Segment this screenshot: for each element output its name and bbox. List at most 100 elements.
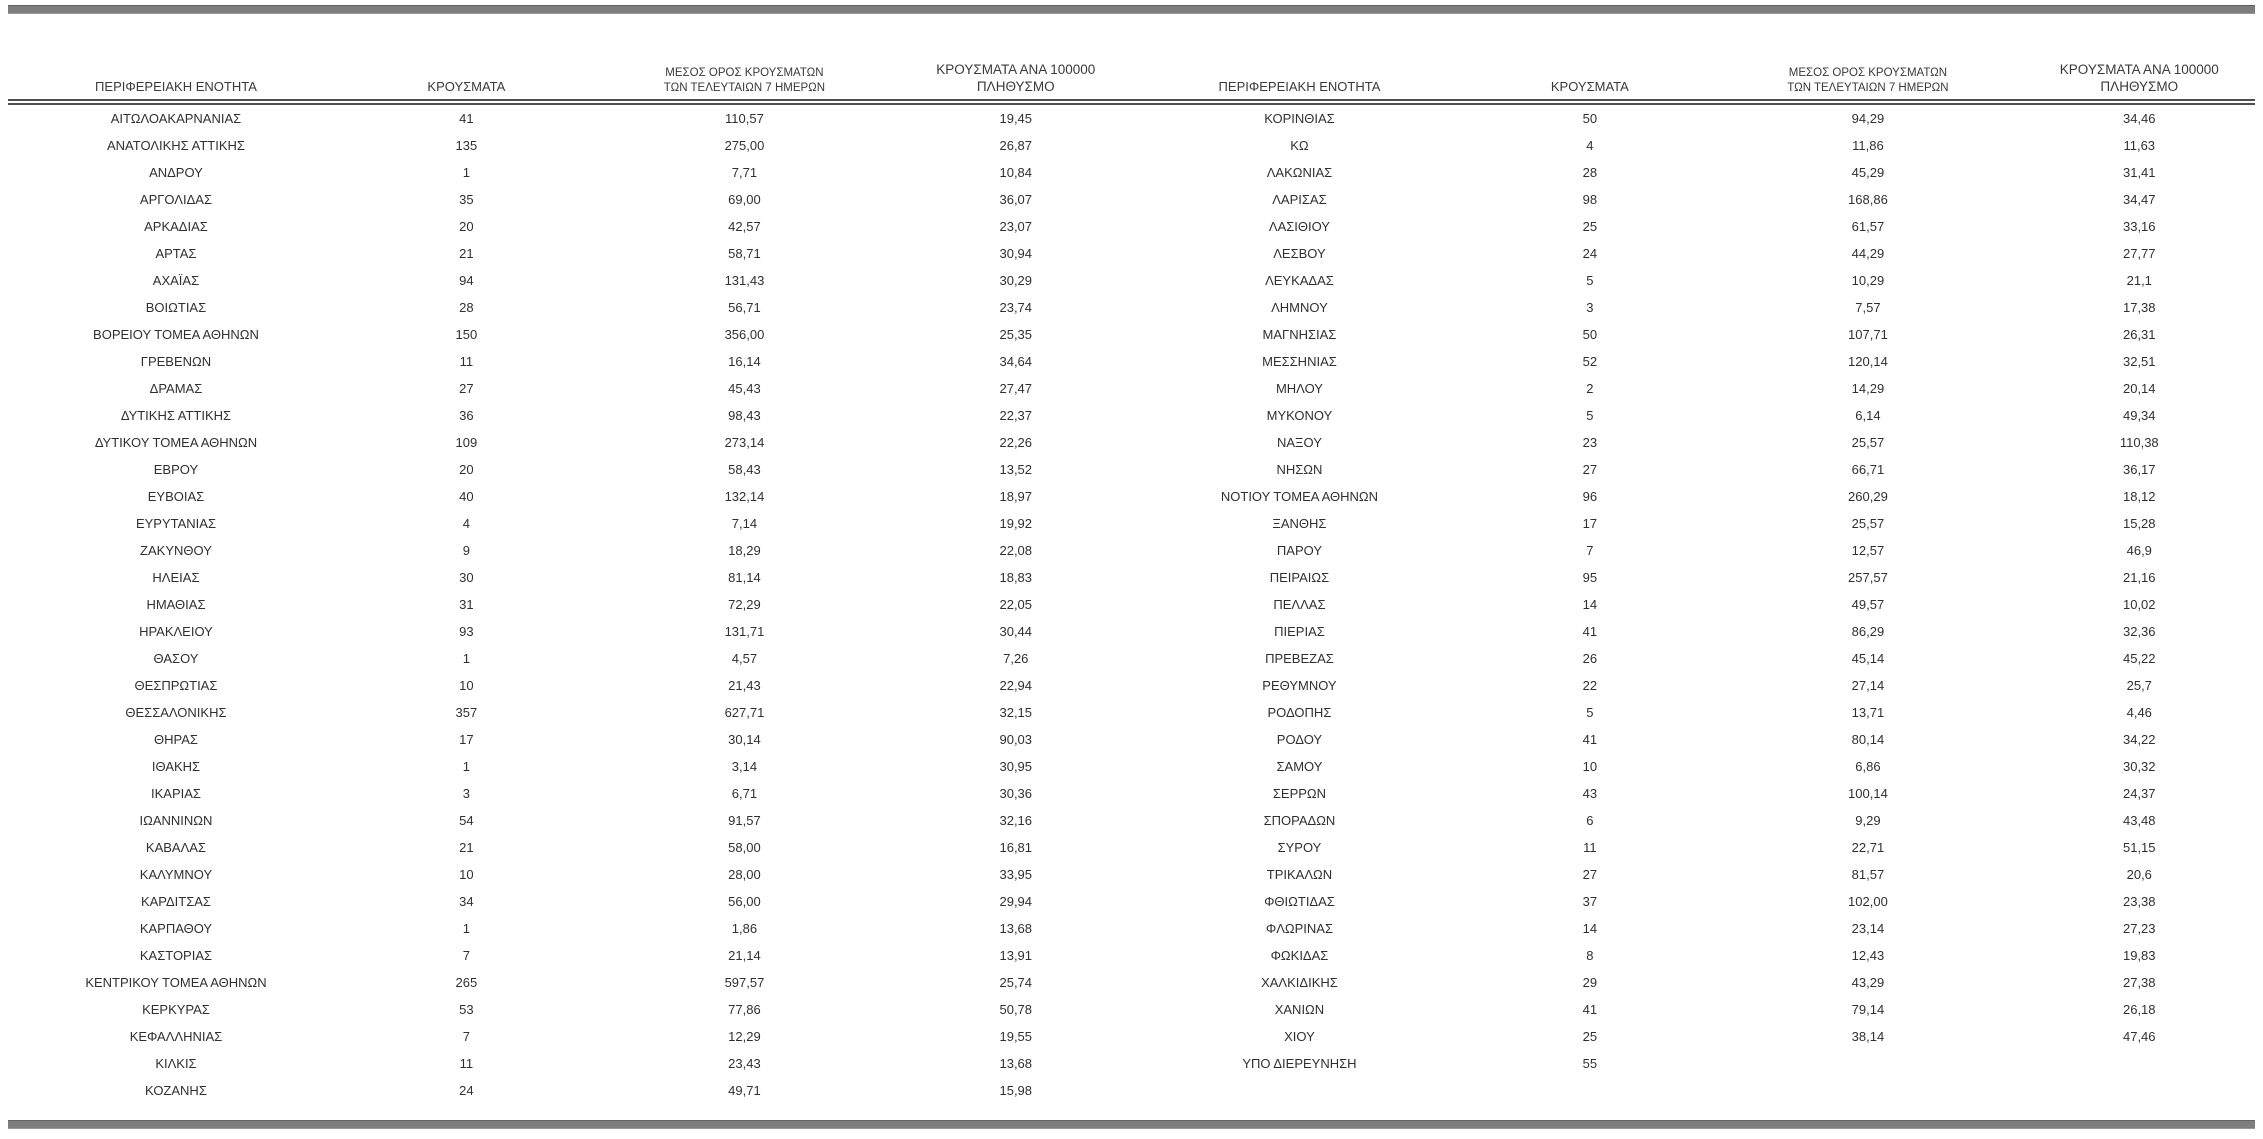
per-100k-right-cell: 51,15: [2122, 840, 2156, 855]
region-name-right-cell: ΠΡΕΒΕΖΑΣ: [1265, 651, 1334, 666]
table-row: ΘΕΣΣΑΛΟΝΙΚΗΣ 357 627,71 32,15 ΡΟΔΟΠΗΣ 5 …: [8, 699, 2255, 726]
header-cases-left: ΚΡΟΥΣΜΑΤΑ: [343, 14, 589, 105]
per-100k-left-cell: 13,91: [999, 948, 1033, 963]
per-100k-right-cell: 17,38: [2122, 300, 2156, 315]
cases-left-cell: 1: [462, 165, 470, 180]
region-name-right-cell: ΛΑΣΙΘΙΟΥ: [1268, 219, 1330, 234]
avg-7day-left-cell: 131,71: [724, 624, 765, 639]
header-label-line2: ΠΛΗΘΥΣΜΟ: [2100, 79, 2179, 95]
per-100k-left-cell: 13,68: [999, 921, 1033, 936]
per-100k-right-cell: 20,6: [2126, 867, 2152, 882]
header-7day-average-left: ΜΕΣΟΣ ΟΡΟΣ ΚΡΟΥΣΜΑΤΩΝ ΤΩΝ ΤΕΛΕΥΤΑΙΩΝ 7 Η…: [588, 14, 901, 105]
avg-7day-left-cell: 6,71: [731, 786, 758, 801]
table-row: ΑΝΔΡΟΥ 1 7,71 10,84 ΛΑΚΩΝΙΑΣ 28 45,29 31…: [8, 159, 2255, 186]
header-per-100k-right: ΚΡΟΥΣΜΑΤΑ ΑΝΑ 100000 ΠΛΗΘΥΣΜΟ: [2023, 14, 2255, 105]
cases-left-cell: 53: [459, 1002, 474, 1017]
cases-right-cell: 3: [1586, 300, 1594, 315]
avg-7day-left-cell: 58,71: [728, 246, 761, 261]
region-name-left-cell: ΚΕΦΑΛΛΗΝΙΑΣ: [129, 1029, 223, 1044]
region-name-right-cell: ΜΥΚΟΝΟΥ: [1266, 408, 1333, 423]
cases-left-cell: 20: [459, 219, 474, 234]
region-name-right-cell: ΚΟΡΙΝΘΙΑΣ: [1264, 111, 1335, 126]
region-name-left-cell: ΕΥΒΟΙΑΣ: [147, 489, 205, 504]
per-100k-right-cell: 34,47: [2122, 192, 2156, 207]
cases-right-cell: 22: [1582, 678, 1598, 693]
avg-7day-left-cell: 21,14: [728, 948, 761, 963]
per-100k-left-cell: 13,52: [999, 462, 1033, 477]
per-100k-left-cell: 36,07: [999, 192, 1033, 207]
avg-7day-right-cell: 45,29: [1851, 165, 1885, 180]
cases-left-cell: 21: [459, 840, 474, 855]
table-row: ΘΕΣΠΡΩΤΙΑΣ 10 21,43 22,94 ΡΕΘΥΜΝΟΥ 22 27…: [8, 672, 2255, 699]
region-name-left-cell: ΓΡΕΒΕΝΩΝ: [140, 354, 212, 369]
table-row: ΔΥΤΙΚΟΥ ΤΟΜΕΑ ΑΘΗΝΩΝ 109 273,14 22,26 ΝΑ…: [8, 429, 2255, 456]
avg-7day-right-cell: 13,71: [1851, 705, 1885, 720]
avg-7day-right-cell: 12,43: [1851, 948, 1885, 963]
header-cases-right: ΚΡΟΥΣΜΑΤΑ: [1467, 14, 1713, 105]
per-100k-left-cell: 29,94: [999, 894, 1033, 909]
per-100k-right-cell: 26,31: [2122, 327, 2156, 342]
cases-left-cell: 135: [455, 138, 478, 153]
per-100k-right-cell: 27,77: [2122, 246, 2156, 261]
region-name-left-cell: ΚΑΡΔΙΤΣΑΣ: [140, 894, 211, 909]
cases-right-cell: 24: [1582, 246, 1598, 261]
cases-left-cell: 94: [459, 273, 474, 288]
header-label-line2: ΤΩΝ ΤΕΛΕΥΤΑΙΩΝ 7 ΗΜΕΡΩΝ: [663, 82, 826, 95]
table-row: ΗΛΕΙΑΣ 30 81,14 18,83 ΠΕΙΡΑΙΩΣ 95 257,57…: [8, 564, 2255, 591]
per-100k-right-cell: 30,32: [2122, 759, 2156, 774]
table-row: ΒΟΡΕΙΟΥ ΤΟΜΕΑ ΑΘΗΝΩΝ 150 356,00 25,35 ΜΑ…: [8, 321, 2255, 348]
cases-right-cell: 55: [1582, 1056, 1598, 1071]
avg-7day-left-cell: 273,14: [724, 435, 765, 450]
cases-right-cell: 14: [1582, 921, 1598, 936]
per-100k-left-cell: 15,98: [999, 1083, 1033, 1098]
avg-7day-right-cell: [1712, 1077, 2023, 1104]
table-row: ΓΡΕΒΕΝΩΝ 11 16,14 34,64 ΜΕΣΣΗΝΙΑΣ 52 120…: [8, 348, 2255, 375]
table-row: ΔΡΑΜΑΣ 27 45,43 27,47 ΜΗΛΟΥ 2 14,29 20,1…: [8, 375, 2255, 402]
region-name-left-cell: ΑΝΔΡΟΥ: [149, 165, 203, 180]
cases-left-cell: 1: [462, 921, 470, 936]
per-100k-right-cell: [2024, 1077, 2255, 1104]
per-100k-right-cell: 27,23: [2122, 921, 2156, 936]
region-name-right-cell: ΦΘΙΩΤΙΔΑΣ: [1264, 894, 1335, 909]
per-100k-right-cell: 23,38: [2122, 894, 2156, 909]
top-rule: [8, 5, 2255, 14]
region-name-left-cell: ΘΕΣΣΑΛΟΝΙΚΗΣ: [125, 705, 227, 720]
report-table-sheet: ΠΕΡΙΦΕΡΕΙΑΚΗ ΕΝΟΤΗΤΑ ΚΡΟΥΣΜΑΤΑ ΜΕΣΟΣ ΟΡΟ…: [8, 5, 2255, 1129]
avg-7day-left-cell: 18,29: [728, 543, 761, 558]
per-100k-right-cell: 43,48: [2122, 813, 2156, 828]
cases-right-cell: 96: [1582, 489, 1598, 504]
table-row: ΕΒΡΟΥ 20 58,43 13,52 ΝΗΣΩΝ 27 66,71 36,1…: [8, 456, 2255, 483]
table-row: ΚΑΡΔΙΤΣΑΣ 34 56,00 29,94 ΦΘΙΩΤΙΔΑΣ 37 10…: [8, 888, 2255, 915]
table-body: ΑΙΤΩΛΟΑΚΑΡΝΑΝΙΑΣ 41 110,57 19,45 ΚΟΡΙΝΘΙ…: [8, 102, 2255, 1104]
table-row: ΕΥΡΥΤΑΝΙΑΣ 4 7,14 19,92 ΞΑΝΘΗΣ 17 25,57 …: [8, 510, 2255, 537]
per-100k-right-cell: 47,46: [2122, 1029, 2156, 1044]
header-label: ΠΕΡΙΦΕΡΕΙΑΚΗ ΕΝΟΤΗΤΑ: [1218, 79, 1381, 95]
region-name-left-cell: ΚΑΛΥΜΝΟΥ: [139, 867, 213, 882]
cases-left-cell: 11: [459, 1056, 474, 1071]
cases-left-cell: 36: [459, 408, 474, 423]
region-name-right-cell: ΦΩΚΙΔΑΣ: [1270, 948, 1329, 963]
cases-left-cell: 31: [459, 597, 474, 612]
region-name-left-cell: ΙΘΑΚΗΣ: [151, 759, 201, 774]
avg-7day-right-cell: 120,14: [1848, 354, 1888, 369]
table-row: ΚΕΝΤΡΙΚΟΥ ΤΟΜΕΑ ΑΘΗΝΩΝ 265 597,57 25,74 …: [8, 969, 2255, 996]
header-label: ΚΡΟΥΣΜΑΤΑ: [427, 79, 506, 95]
cases-left-cell: 1: [462, 759, 470, 774]
cases-left-cell: 24: [459, 1083, 474, 1098]
per-100k-right-cell: 18,12: [2122, 489, 2156, 504]
per-100k-left-cell: 30,44: [999, 624, 1033, 639]
cases-left-cell: 20: [459, 462, 474, 477]
avg-7day-right-cell: 107,71: [1848, 327, 1888, 342]
per-100k-left-cell: 27,47: [999, 381, 1033, 396]
region-name-left-cell: ΗΡΑΚΛΕΙΟΥ: [139, 624, 213, 639]
avg-7day-right-cell: 44,29: [1851, 246, 1885, 261]
per-100k-left-cell: 30,94: [999, 246, 1033, 261]
cases-right-cell: [1467, 1077, 1712, 1104]
per-100k-right-cell: 36,17: [2122, 462, 2156, 477]
per-100k-right-cell: 32,36: [2122, 624, 2156, 639]
avg-7day-left-cell: 7,71: [731, 165, 758, 180]
cases-left-cell: 41: [459, 111, 474, 126]
per-100k-left-cell: 22,26: [999, 435, 1033, 450]
per-100k-left-cell: 18,83: [999, 570, 1033, 585]
cases-left-cell: 109: [455, 435, 478, 450]
